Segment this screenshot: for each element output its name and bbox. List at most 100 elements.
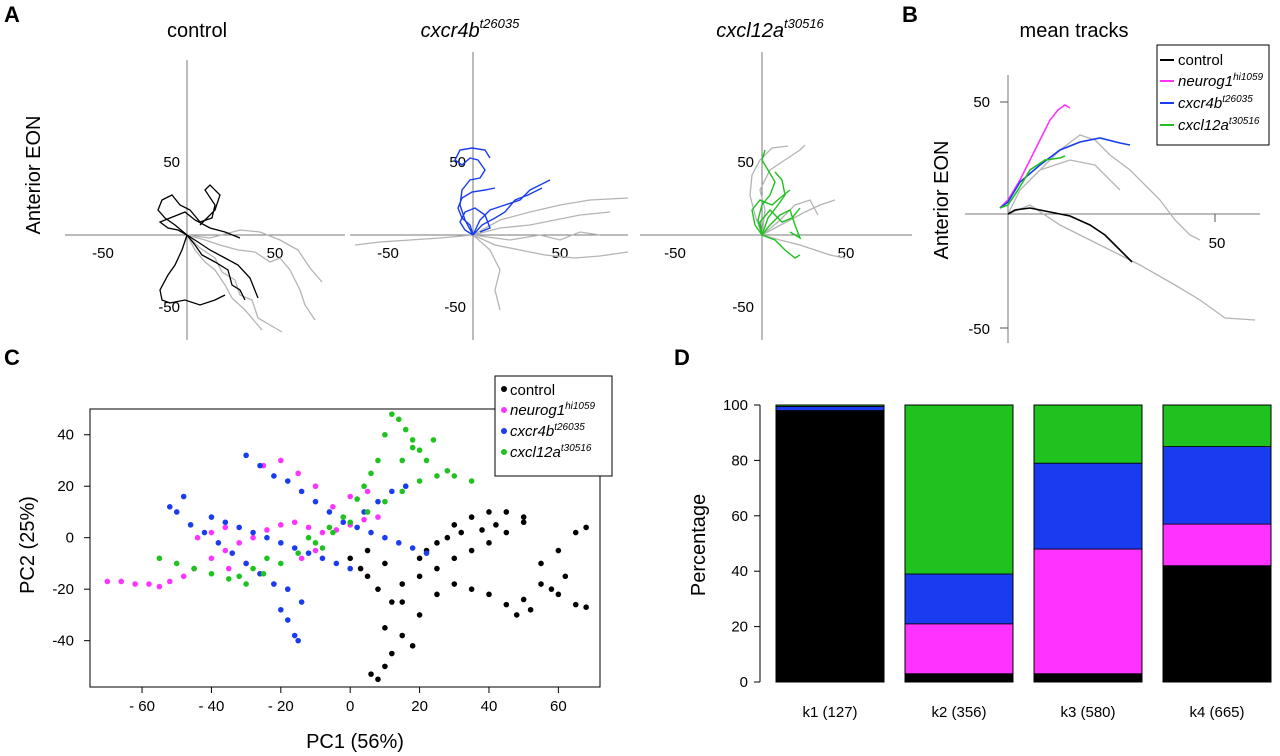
panel-a-ytick: -50 (444, 299, 466, 316)
panel-b-line-neurog1 (999, 104, 1071, 209)
scatter-point-cxcl12a (264, 555, 270, 562)
legend-swatch-neurog1 (501, 407, 507, 413)
scatter-point-cxcl12a (173, 560, 180, 567)
scatter-point-neurog1 (156, 583, 163, 590)
scatter-point-control (555, 547, 562, 554)
scatter-point-neurog1 (278, 457, 284, 464)
scatter-point-cxcl12a (340, 514, 347, 520)
scatter-point-control (382, 560, 388, 567)
scatter-point-neurog1 (278, 522, 284, 528)
scatter-point-control (434, 565, 440, 572)
legend-label-neurog1: neurog1hi1059 (510, 401, 596, 419)
scatter-point-control (451, 581, 458, 587)
scatter-point-neurog1 (375, 514, 381, 520)
scatter-point-neurog1 (319, 529, 326, 536)
scatter-point-cxcl12a (368, 470, 374, 477)
panel-b-legend: control neurog1hi1059 cxcr4bt26035 cxcl1… (1156, 44, 1270, 146)
panel-a-control-tracks (157, 184, 259, 306)
scatter-point-control (520, 596, 527, 603)
scatter-point-cxcr4b (271, 581, 277, 587)
scatter-point-neurog1 (312, 483, 319, 490)
legend-label-cxcr4b: cxcr4bt26035 (510, 422, 585, 440)
scatter-point-cxcr4b (333, 560, 340, 567)
scatter-point-control (444, 534, 451, 541)
panel-c-ytick: 20 (57, 478, 74, 495)
scatter-point-cxcr4b (208, 514, 215, 520)
scatter-point-control (364, 573, 371, 580)
scatter-point-control (368, 671, 374, 677)
panel-a: Anterior EON control -50 50 50 -50 (23, 16, 912, 340)
scatter-point-control (572, 601, 579, 608)
bar-segment-cxcr4b (904, 573, 1014, 625)
scatter-point-control (382, 663, 388, 670)
bar-category-label: k1 (127) (802, 704, 857, 721)
scatter-point-cxcl12a (430, 437, 437, 443)
scatter-point-cxcl12a (416, 447, 423, 453)
scatter-point-cxcr4b (271, 473, 277, 479)
scatter-point-cxcr4b (298, 488, 305, 495)
legend-swatch-control (501, 386, 507, 392)
scatter-point-control (468, 547, 475, 554)
scatter-point-control (513, 612, 520, 618)
panel-a-cxcl12a-tracks (751, 149, 802, 259)
scatter-point-cxcr4b (312, 498, 319, 505)
panel-c-xtick: - 20 (268, 698, 294, 715)
scatter-point-control (583, 604, 589, 611)
panel-c-ytick: -20 (52, 581, 74, 598)
scatter-point-control (399, 632, 406, 639)
scatter-point-control (357, 565, 364, 572)
legend-label-control: control (510, 382, 555, 399)
scatter-point-neurog1 (291, 519, 298, 526)
scatter-point-control (375, 586, 381, 592)
bar-segment-neurog1 (904, 623, 1014, 675)
scatter-point-control (538, 560, 544, 567)
panel-d-ytick: 60 (731, 508, 748, 525)
scatter-point-control (503, 601, 510, 608)
scatter-point-cxcr4b (375, 498, 381, 505)
scatter-point-control (538, 581, 544, 587)
scatter-point-control (364, 547, 371, 554)
scatter-point-control (583, 524, 589, 531)
panel-b-line-cxcr4b (999, 137, 1131, 209)
scatter-point-control (382, 624, 388, 631)
panel-d: Percentage 100 80 60 40 20 0 k1 (127) k2 (356)… (688, 397, 1272, 721)
panel-a-grey-tracks (749, 144, 846, 259)
scatter-point-cxcr4b (222, 519, 229, 526)
scatter-point-cxcr4b (284, 586, 291, 592)
panel-d-ytick: 40 (731, 563, 748, 580)
scatter-point-neurog1 (132, 581, 138, 587)
scatter-point-cxcl12a (295, 550, 301, 556)
panel-a-xtick: 50 (838, 245, 855, 262)
panel-a-ylabel: Anterior EON (23, 116, 45, 235)
scatter-point-cxcr4b (298, 599, 305, 605)
panel-c-frame (89, 408, 601, 688)
bar-segment-neurog1 (1162, 523, 1272, 567)
bar-category-label: k2 (356) (931, 704, 986, 721)
scatter-point-neurog1 (180, 573, 187, 580)
scatter-point-control (399, 599, 406, 605)
scatter-point-cxcr4b (243, 452, 249, 459)
scatter-point-control (451, 522, 458, 528)
panel-a-xtick: -50 (377, 245, 399, 262)
scatter-point-neurog1 (104, 578, 111, 585)
scatter-point-cxcr4b (423, 550, 430, 556)
scatter-point-control (486, 591, 492, 598)
panel-a-xtick: -50 (92, 245, 114, 262)
scatter-point-control (479, 527, 485, 533)
panel-b-grey-tracks (1007, 134, 1256, 321)
panel-d-ytick: 80 (731, 452, 748, 469)
scatter-point-cxcl12a (364, 509, 371, 515)
scatter-point-cxcl12a (319, 545, 326, 551)
bar-outline (1162, 404, 1272, 683)
scatter-point-neurog1 (361, 516, 367, 523)
scatter-point-control (468, 586, 475, 592)
bar-segment-control (904, 673, 1014, 683)
scatter-point-control (493, 522, 499, 528)
scatter-point-cxcr4b (229, 550, 236, 556)
scatter-point-control (416, 573, 423, 580)
scatter-point-neurog1 (208, 555, 215, 562)
scatter-point-cxcl12a (375, 457, 381, 464)
scatter-point-control (527, 606, 534, 613)
panel-a-grey-tracks (186, 229, 323, 333)
scatter-point-cxcl12a (208, 570, 215, 577)
